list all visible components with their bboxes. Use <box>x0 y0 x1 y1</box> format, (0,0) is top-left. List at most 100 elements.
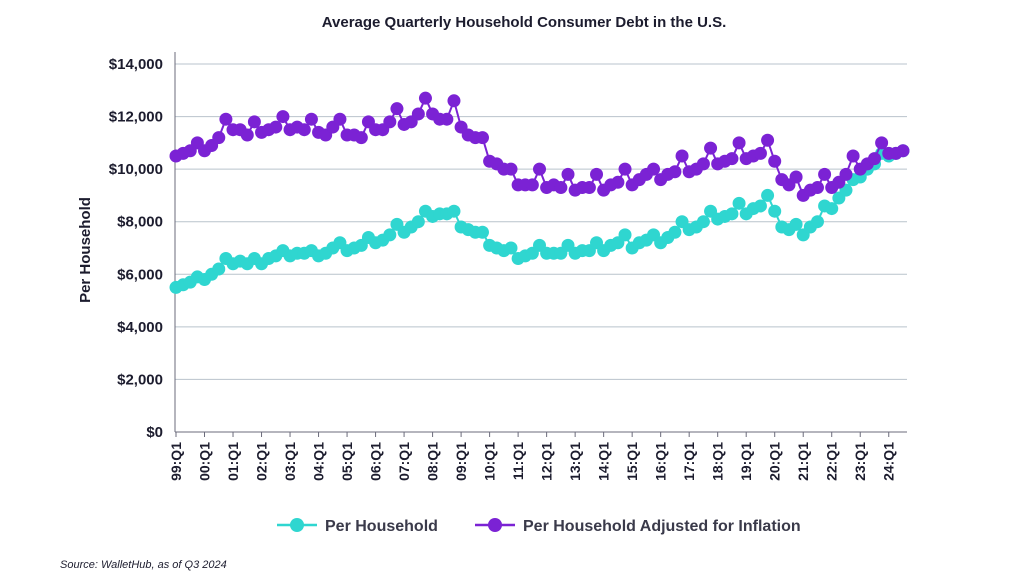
data-point <box>411 107 425 121</box>
x-tick-label: 24:Q1 <box>881 442 897 481</box>
data-point <box>668 225 682 239</box>
data-point <box>668 165 682 179</box>
x-tick-label: 16:Q1 <box>653 442 669 481</box>
source-note: Source: WalletHub, as of Q3 2024 <box>60 559 227 571</box>
data-point <box>247 115 261 129</box>
x-tick-label: 14:Q1 <box>596 442 612 481</box>
data-point <box>611 175 625 189</box>
x-tick-label: 99:Q1 <box>168 442 184 481</box>
legend: Per Household Per Household Adjusted for … <box>277 518 801 535</box>
y-tick-label: $6,000 <box>117 266 163 283</box>
data-point <box>818 167 832 181</box>
data-point <box>504 241 518 255</box>
x-tick-label: 09:Q1 <box>453 442 469 481</box>
x-tick-label: 08:Q1 <box>425 442 441 481</box>
x-tick-label: 07:Q1 <box>396 442 412 481</box>
data-point <box>475 225 489 239</box>
data-point <box>212 131 226 145</box>
data-point <box>561 167 575 181</box>
y-tick-label: $10,000 <box>109 161 163 178</box>
x-tick-label: 17:Q1 <box>681 442 697 481</box>
data-point <box>839 167 853 181</box>
series <box>169 91 910 202</box>
data-point <box>647 162 661 176</box>
x-tick-label: 10:Q1 <box>482 442 498 481</box>
data-point <box>768 204 782 218</box>
data-point <box>304 112 318 126</box>
x-tick-label: 12:Q1 <box>539 442 555 481</box>
x-tick-label: 05:Q1 <box>339 442 355 481</box>
data-point <box>696 157 710 171</box>
data-point <box>675 149 689 163</box>
data-point <box>440 112 454 126</box>
data-point <box>867 152 881 166</box>
legend-label: Per Household Adjusted for Inflation <box>523 518 801 535</box>
data-point <box>896 144 910 158</box>
x-tick-label: 11:Q1 <box>510 442 526 480</box>
x-tick-label: 01:Q1 <box>225 442 241 481</box>
data-point <box>212 262 226 276</box>
data-point <box>846 149 860 163</box>
x-tick-label: 13:Q1 <box>567 442 583 481</box>
y-tick-label: $8,000 <box>117 214 163 231</box>
data-point <box>354 131 368 145</box>
data-point <box>789 217 803 231</box>
data-point <box>269 120 283 134</box>
y-tick-label: $14,000 <box>109 56 163 73</box>
data-point <box>533 162 546 176</box>
data-point <box>333 112 347 126</box>
data-point <box>753 146 767 160</box>
data-point <box>618 228 632 242</box>
legend-marker <box>488 518 502 532</box>
x-tick-label: 22:Q1 <box>824 442 840 481</box>
data-point <box>825 202 839 216</box>
data-point <box>725 207 739 221</box>
data-point <box>554 181 568 195</box>
x-tick-label: 04:Q1 <box>311 442 327 481</box>
data-point <box>383 228 397 242</box>
data-point <box>732 136 746 150</box>
y-tick-label: $2,000 <box>117 371 163 388</box>
x-tick-label: 03:Q1 <box>282 442 298 481</box>
y-tick-label: $4,000 <box>117 319 163 336</box>
series-layer <box>169 91 910 294</box>
data-point <box>590 167 604 181</box>
data-point <box>240 128 254 142</box>
legend-marker <box>290 518 304 532</box>
data-point <box>761 188 775 202</box>
series <box>169 144 910 294</box>
data-point <box>810 215 824 229</box>
chart-title: Average Quarterly Household Consumer Deb… <box>322 14 727 31</box>
legend-label: Per Household <box>325 518 438 535</box>
data-point <box>411 215 425 229</box>
data-point <box>725 152 739 166</box>
data-point <box>525 178 539 192</box>
x-tick-label: 00:Q1 <box>197 442 213 481</box>
x-tick-label: 02:Q1 <box>254 442 270 481</box>
y-tick-label: $0 <box>146 424 163 441</box>
x-tick-label: 06:Q1 <box>368 442 384 481</box>
data-point <box>704 141 718 155</box>
data-point <box>618 162 632 176</box>
y-axis-label: Per Household <box>77 197 94 303</box>
data-point <box>875 136 889 150</box>
data-point <box>447 94 461 108</box>
data-point <box>789 170 803 184</box>
data-point <box>390 102 404 116</box>
data-point <box>810 181 824 195</box>
x-tick-label: 15:Q1 <box>624 442 640 481</box>
x-axis-ticks: 99:Q1 00:Q1 01:Q1 02:Q1 03:Q1 04:Q1 05:Q1 06:Q1… <box>168 432 897 481</box>
y-axis-ticks: $0 $2,000 $4,000 $6,000 $8,000 $10,000 $12,000… <box>109 56 163 441</box>
data-point <box>582 181 596 195</box>
data-point <box>761 133 775 147</box>
data-point <box>504 162 518 176</box>
data-point <box>475 131 489 145</box>
x-tick-label: 23:Q1 <box>852 442 868 481</box>
data-point <box>447 204 461 218</box>
x-tick-label: 18:Q1 <box>710 442 726 481</box>
data-point <box>418 91 432 105</box>
data-point <box>276 110 290 124</box>
data-point <box>297 123 311 137</box>
data-point <box>383 115 397 129</box>
